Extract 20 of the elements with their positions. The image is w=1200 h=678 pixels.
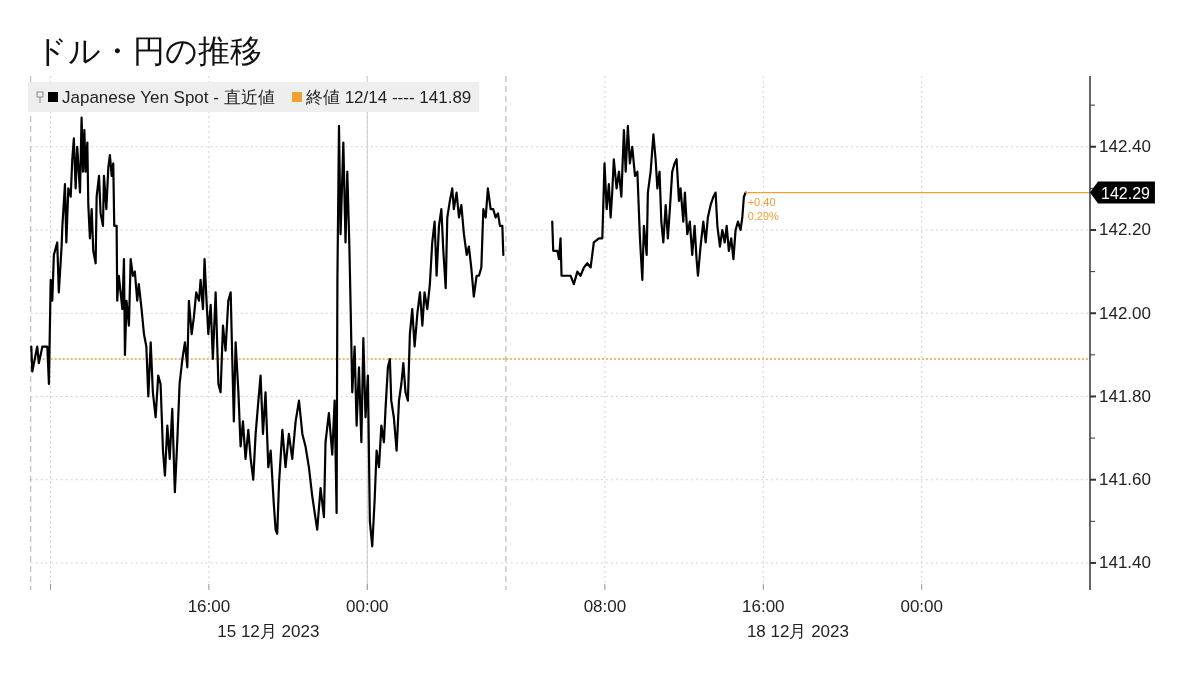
legend-label: 終値 12/14 ---- 141.89 — [304, 87, 472, 107]
x-axis-title: 18 12月 2023 — [746, 622, 849, 641]
annotation: 0.29% — [747, 209, 780, 222]
x-tick-label: 00:00 — [346, 597, 389, 616]
y-tick-label: 141.80 — [1099, 386, 1151, 406]
x-tick-label: 00:00 — [900, 597, 943, 616]
y-tick-label: 142.20 — [1099, 220, 1151, 240]
x-tick-label: 16:00 — [187, 597, 231, 616]
chart-title: ドル・円の推移 — [34, 33, 262, 69]
x-axis-title: 15 12月 2023 — [217, 622, 320, 641]
x-tick-label: 16:00 — [742, 597, 785, 616]
line-series — [551, 124, 747, 286]
x-tick-label: 08:00 — [583, 597, 627, 616]
y-tick-label: 141.60 — [1099, 470, 1151, 490]
y-tick-label: 141.40 — [1099, 553, 1151, 573]
annotation: +0.40 — [747, 195, 776, 208]
y-tick-label: 142.00 — [1099, 303, 1151, 323]
data-label: 142.29 — [1101, 185, 1151, 203]
y-tick-label: 142.40 — [1099, 137, 1151, 157]
legend-label: Japanese Yen Spot - 直近値 — [62, 87, 275, 107]
